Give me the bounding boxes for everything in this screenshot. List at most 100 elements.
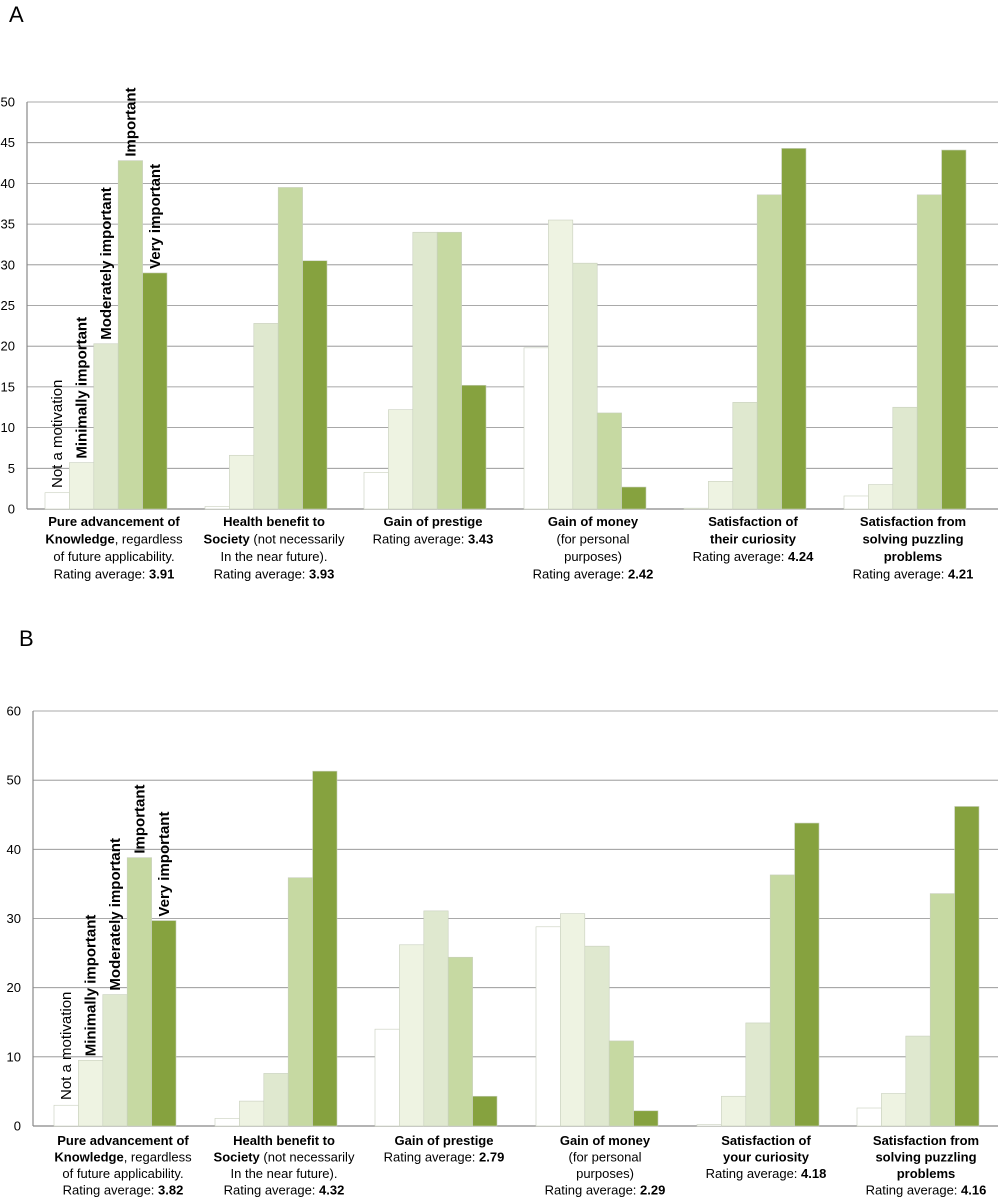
bar bbox=[363, 472, 389, 510]
bar bbox=[117, 160, 143, 510]
category-label: Satisfaction of their curiosity Rating ave… bbox=[693, 514, 814, 564]
y-tick-label: 0 bbox=[14, 1119, 21, 1134]
series-label: Minimally important bbox=[74, 317, 91, 459]
category-label: Satisfaction of your curiosity Rating aver… bbox=[706, 1133, 827, 1181]
bar bbox=[142, 272, 168, 510]
category-label: Gain of prestige Rating average: 3.43 bbox=[373, 514, 494, 547]
bar bbox=[781, 148, 807, 510]
bar bbox=[941, 149, 967, 510]
bar bbox=[204, 506, 230, 510]
y-tick-label: 15 bbox=[1, 379, 15, 394]
panel-a-chart: A 0 5 10 15 20 25 30 35 40 45 50 Pure advancement o… bbox=[1, 2, 998, 582]
bar bbox=[868, 484, 894, 510]
bar bbox=[374, 1028, 400, 1127]
y-tick-label: 40 bbox=[1, 176, 15, 191]
bar bbox=[287, 877, 313, 1127]
bar bbox=[102, 994, 128, 1127]
series-label: Moderately important bbox=[107, 838, 124, 991]
y-tick-label: 10 bbox=[1, 420, 15, 435]
series-label: Important bbox=[131, 784, 148, 853]
bar bbox=[277, 187, 303, 510]
y-tick-label: 50 bbox=[7, 773, 21, 788]
bar bbox=[253, 323, 279, 510]
bar bbox=[53, 1104, 79, 1127]
bar bbox=[312, 770, 338, 1127]
y-tick-label: 10 bbox=[7, 1049, 21, 1064]
bar bbox=[399, 944, 425, 1127]
series-label: Not a motivation bbox=[49, 380, 66, 488]
y-tick-label: 20 bbox=[7, 980, 21, 995]
category-label: Pure advancement of Knowledge, regardless… bbox=[45, 514, 183, 582]
bar bbox=[596, 412, 622, 510]
bar bbox=[151, 920, 177, 1127]
bar bbox=[412, 231, 438, 510]
series-label: Important bbox=[122, 87, 139, 156]
bar bbox=[683, 507, 709, 510]
y-tick-label: 0 bbox=[8, 502, 15, 517]
bar bbox=[126, 857, 152, 1127]
bar bbox=[732, 402, 758, 510]
bar bbox=[856, 1107, 882, 1127]
bar bbox=[633, 1110, 659, 1127]
bar bbox=[535, 926, 561, 1127]
panel-a-label: A bbox=[9, 2, 24, 27]
category-label: Gain of money (for personal purposes) Ratin… bbox=[545, 1133, 666, 1198]
y-tick-label: 45 bbox=[1, 135, 15, 150]
y-tick-label: 30 bbox=[7, 911, 21, 926]
category-label: Satisfaction from solving puzzling problem… bbox=[853, 514, 974, 582]
bar bbox=[721, 1095, 747, 1127]
category-label: Health benefit to Society (not necessaril… bbox=[204, 514, 345, 582]
series-label: Very important bbox=[147, 164, 164, 269]
panel-b-label: B bbox=[19, 626, 34, 651]
bar bbox=[239, 1100, 265, 1127]
y-tick-label: 50 bbox=[1, 95, 15, 110]
bar bbox=[214, 1118, 240, 1127]
bar bbox=[929, 893, 955, 1127]
bar bbox=[621, 486, 647, 510]
panel-b-chart: B 0 10 20 30 40 50 60 Pure advancement of Knowle… bbox=[7, 626, 998, 1198]
y-tick-label: 5 bbox=[8, 461, 15, 476]
bar bbox=[916, 194, 942, 510]
bar bbox=[302, 260, 328, 510]
y-tick-label: 60 bbox=[7, 704, 21, 719]
bar bbox=[905, 1035, 931, 1127]
bar bbox=[560, 913, 586, 1127]
bar bbox=[69, 462, 95, 510]
y-tick-label: 30 bbox=[1, 257, 15, 272]
y-tick-label: 20 bbox=[1, 339, 15, 354]
bar bbox=[708, 481, 734, 510]
bar bbox=[954, 806, 980, 1127]
category-label: Gain of prestige Rating average: 2.79 bbox=[384, 1133, 505, 1165]
bar bbox=[548, 219, 574, 510]
bar bbox=[44, 492, 70, 510]
bar bbox=[572, 262, 598, 510]
bar bbox=[472, 1095, 498, 1127]
bar bbox=[461, 384, 487, 510]
series-label: Moderately important bbox=[98, 187, 115, 340]
bar bbox=[78, 1059, 104, 1127]
category-label: Health benefit to Society (not necessaril… bbox=[214, 1133, 355, 1198]
bar bbox=[523, 347, 549, 510]
series-label: Minimally important bbox=[83, 915, 100, 1057]
category-label: Pure advancement of Knowledge, regardless… bbox=[54, 1133, 192, 1198]
bar bbox=[892, 406, 918, 510]
bar bbox=[263, 1073, 289, 1127]
bar bbox=[388, 409, 414, 510]
bar bbox=[696, 1124, 722, 1127]
series-label: Not a motivation bbox=[58, 992, 75, 1100]
category-label: Gain of money (for personal purposes) Ratin… bbox=[533, 514, 654, 582]
bar bbox=[229, 454, 255, 510]
bar bbox=[584, 945, 610, 1127]
bar bbox=[843, 495, 869, 510]
bar bbox=[745, 1022, 771, 1127]
bar bbox=[769, 874, 795, 1127]
bar bbox=[756, 194, 782, 510]
bar bbox=[423, 910, 449, 1127]
series-label: Very important bbox=[156, 812, 173, 917]
y-tick-label: 25 bbox=[1, 298, 15, 313]
bar bbox=[436, 231, 462, 510]
category-label: Satisfaction from solving puzzling problem… bbox=[866, 1133, 987, 1198]
bar bbox=[794, 822, 820, 1127]
y-tick-label: 40 bbox=[7, 842, 21, 857]
